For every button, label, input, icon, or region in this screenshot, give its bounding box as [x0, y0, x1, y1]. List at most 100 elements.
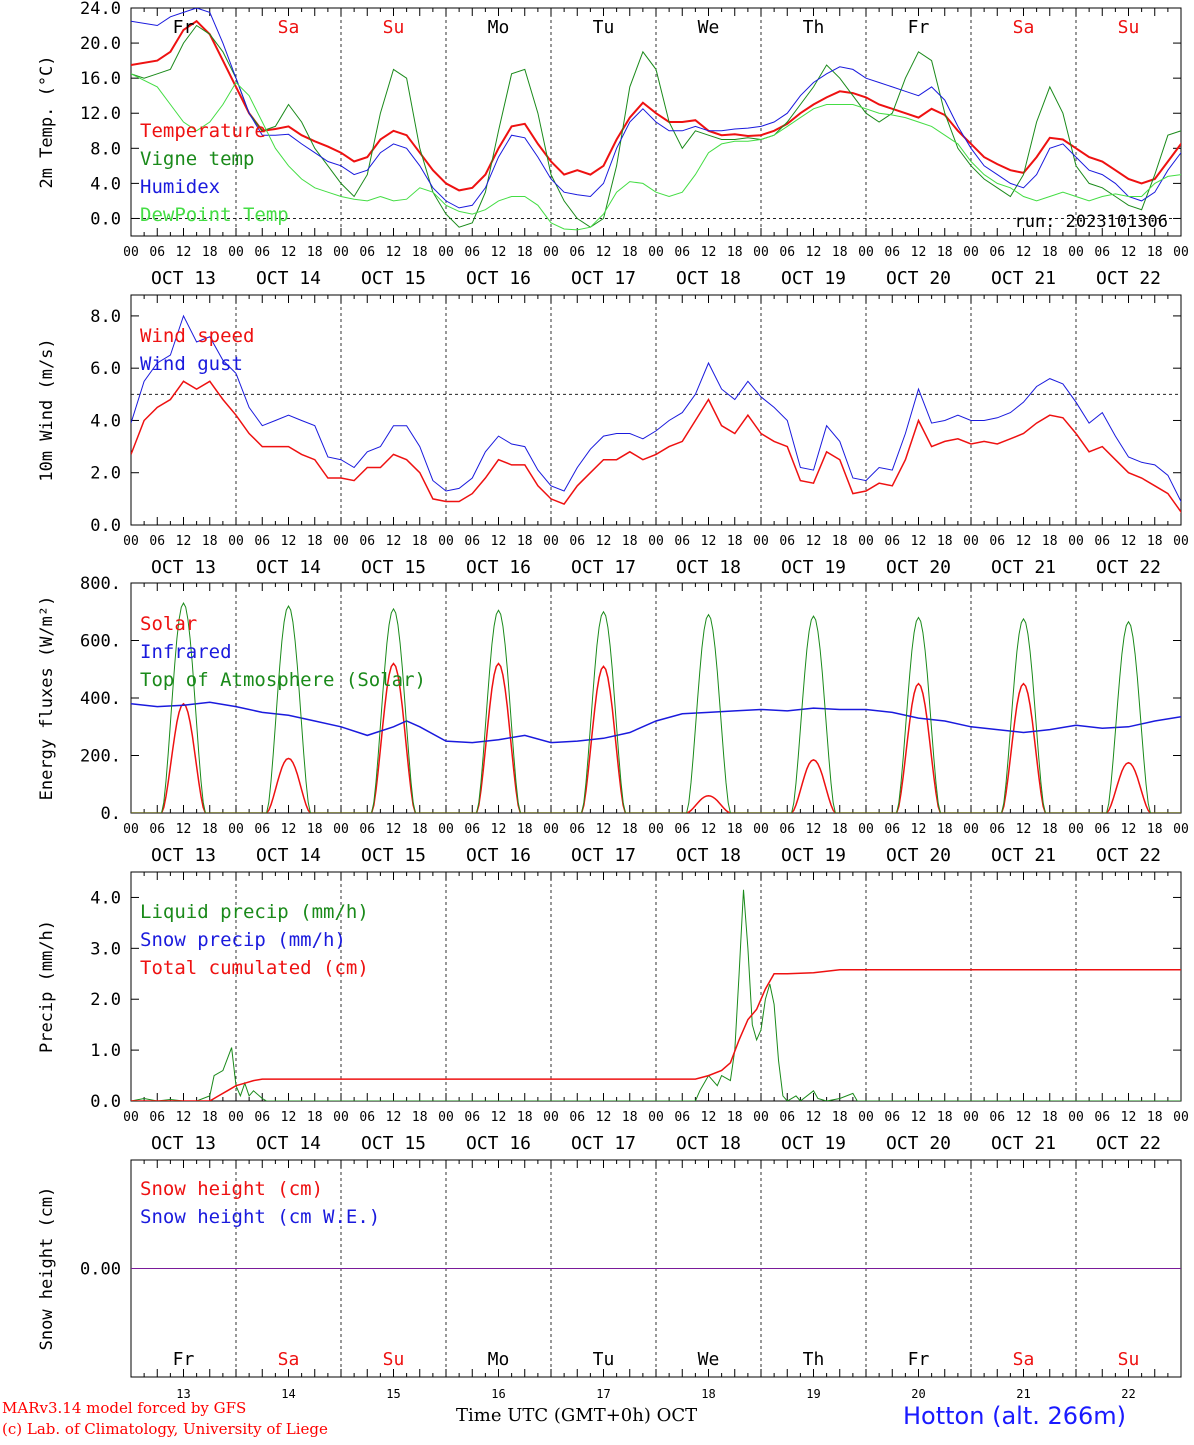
date-label: OCT 18 [676, 845, 741, 866]
date-label: OCT 18 [676, 268, 741, 289]
hour-label: 18 [937, 822, 953, 837]
hour-label: 00 [438, 1110, 454, 1125]
hour-label: 00 [963, 1110, 979, 1125]
date-label: OCT 15 [361, 268, 426, 289]
day-name: Su [383, 1349, 405, 1370]
hour-label: 00 [228, 534, 244, 549]
y-tick-label: 3.0 [90, 939, 121, 959]
hour-label: 18 [727, 1110, 743, 1125]
hour-label: 12 [281, 534, 297, 549]
legend-entry: Snow precip (mm/h) [140, 929, 346, 951]
hour-label: 12 [491, 1110, 507, 1125]
day-number: 17 [596, 1387, 610, 1401]
legend-entry: Snow height (cm W.E.) [140, 1206, 380, 1228]
hour-label: 00 [228, 245, 244, 260]
legend-entry: Temperature [140, 120, 266, 142]
date-label: OCT 14 [256, 1133, 321, 1154]
y-tick-label: 4.0 [90, 174, 121, 194]
hour-label: 18 [1042, 1110, 1058, 1125]
day-name: Fr [908, 17, 930, 38]
hour-label: 18 [202, 822, 218, 837]
hour-label: 18 [307, 822, 323, 837]
hour-label: 18 [307, 1110, 323, 1125]
day-name: Su [383, 17, 405, 38]
hour-label: 06 [674, 534, 690, 549]
date-label: OCT 15 [361, 1133, 426, 1154]
series-line-infrared [131, 701, 1181, 744]
hour-label: 00 [858, 534, 874, 549]
hour-label: 12 [701, 245, 717, 260]
hour-label: 12 [176, 534, 192, 549]
date-label: OCT 20 [886, 1133, 951, 1154]
series-line-liquid-precip-mm-h [131, 889, 1181, 1101]
hour-label: 18 [1147, 1110, 1163, 1125]
legend-entry: Snow height (cm) [140, 1178, 323, 1200]
y-tick-label: 0.0 [90, 1092, 121, 1112]
hour-label: 18 [1042, 822, 1058, 837]
hour-label: 18 [1147, 822, 1163, 837]
hour-label: 06 [254, 534, 270, 549]
day-name: Su [1118, 1349, 1140, 1370]
y-tick-label: 600. [80, 632, 121, 652]
day-name: Mo [488, 17, 510, 38]
hour-label: 18 [517, 534, 533, 549]
legend-entry: DewPoint Temp [140, 204, 289, 226]
hour-label: 00 [1173, 1110, 1189, 1125]
date-label: OCT 22 [1096, 845, 1161, 866]
hour-label: 18 [412, 1110, 428, 1125]
lab-credit: (c) Lab. of Climatology, University of L… [2, 1420, 328, 1438]
hour-label: 12 [386, 1110, 402, 1125]
hour-label: 18 [622, 822, 638, 837]
hour-label: 00 [123, 822, 139, 837]
hour-label: 12 [1121, 1110, 1137, 1125]
date-label: OCT 22 [1096, 1133, 1161, 1154]
hour-label: 06 [1094, 245, 1110, 260]
panel-2: 0.0 2.0 4.0 6.0 8.0 10m Wind (m/s) 00 06 12 18 00 0… [37, 294, 1189, 578]
y-tick-label: 12.0 [80, 104, 121, 124]
hour-label: 12 [176, 822, 192, 837]
day-name: Su [1118, 17, 1140, 38]
day-number: 18 [701, 1387, 715, 1401]
hour-label: 00 [123, 534, 139, 549]
hour-label: 06 [464, 822, 480, 837]
hour-label: 18 [517, 245, 533, 260]
hour-label: 00 [858, 245, 874, 260]
date-label: OCT 21 [991, 1133, 1056, 1154]
hour-label: 00 [858, 822, 874, 837]
date-label: OCT 13 [151, 557, 216, 578]
hour-label: 18 [412, 822, 428, 837]
date-label: OCT 15 [361, 845, 426, 866]
hour-label: 00 [228, 822, 244, 837]
hour-label: 12 [1016, 534, 1032, 549]
day-name: Tu [593, 17, 615, 38]
hour-label: 06 [884, 534, 900, 549]
hour-label: 00 [1173, 245, 1189, 260]
hour-label: 00 [753, 245, 769, 260]
y-axis-label: 10m Wind (m/s) [37, 338, 57, 481]
hour-label: 12 [1121, 822, 1137, 837]
hour-label: 00 [963, 534, 979, 549]
y-tick-label: 0.00 [80, 1260, 121, 1280]
hour-label: 00 [123, 245, 139, 260]
date-label: OCT 15 [361, 557, 426, 578]
hour-label: 12 [386, 822, 402, 837]
hour-label: 06 [1094, 822, 1110, 837]
date-label: OCT 19 [781, 557, 846, 578]
hour-label: 06 [254, 245, 270, 260]
hour-label: 12 [281, 822, 297, 837]
legend-entry: Total cumulated (cm) [140, 957, 369, 979]
y-tick-label: 800. [80, 574, 121, 594]
date-label: OCT 17 [571, 268, 636, 289]
hour-label: 12 [806, 245, 822, 260]
hour-label: 06 [464, 534, 480, 549]
hour-label: 18 [622, 1110, 638, 1125]
day-number: 16 [491, 1387, 505, 1401]
hour-label: 06 [464, 1110, 480, 1125]
y-axis-label: Energy fluxes (W/m²) [37, 596, 57, 801]
hour-label: 12 [386, 245, 402, 260]
date-label: OCT 14 [256, 845, 321, 866]
hour-label: 18 [202, 1110, 218, 1125]
hour-label: 06 [149, 245, 165, 260]
hour-label: 18 [307, 534, 323, 549]
day-name: Sa [1013, 17, 1035, 38]
